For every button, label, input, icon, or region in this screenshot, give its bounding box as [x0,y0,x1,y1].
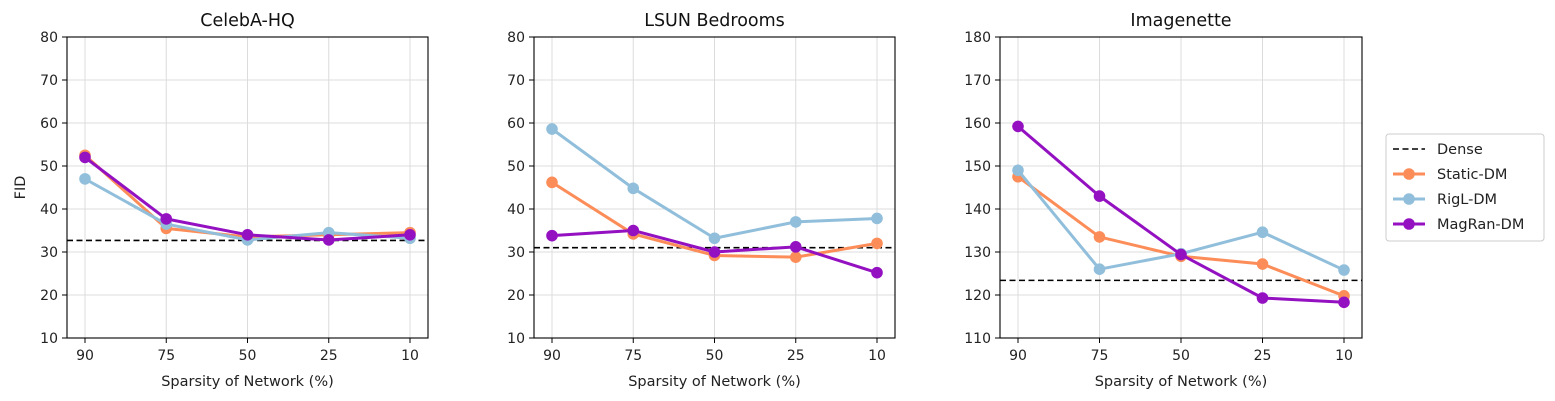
data-point-static-dm [546,176,558,189]
y-axis-label: FID [13,176,29,200]
x-tick-label: 75 [157,348,175,364]
x-tick-label: 75 [624,348,642,364]
data-point-rigl-dm [79,173,91,185]
y-tick-label: 50 [507,159,525,175]
data-point-rigl-dm [871,212,883,225]
y-tick-label: 60 [507,116,525,132]
y-tick-label: 70 [507,73,525,89]
data-point-magran-dm [322,234,335,246]
y-tick-label: 30 [40,245,58,261]
legend: Dense Static-DM RigL-DM MagRan-DM [1385,133,1545,242]
x-tick-label: 10 [1335,348,1353,364]
x-tick-label: 90 [76,348,94,364]
data-point-magran-dm [1256,292,1269,304]
data-point-magran-dm [404,229,416,241]
data-point-rigl-dm [1012,164,1024,177]
x-tick-label: 90 [1009,348,1027,364]
data-point-rigl-dm [789,216,802,228]
y-tick-label: 20 [40,288,58,304]
data-point-rigl-dm [546,123,558,135]
y-tick-label: 80 [507,30,525,46]
data-point-static-dm [1256,258,1269,270]
y-tick-label: 170 [964,73,991,89]
data-point-rigl-dm [708,232,721,245]
data-point-magran-dm [871,266,883,279]
y-tick-label: 140 [964,202,991,218]
x-axis-label: Sparsity of Network (%) [1095,374,1268,390]
x-tick-label: 10 [401,348,419,364]
y-tick-label: 10 [40,331,58,347]
panel-celeba-hq: 90 75 50 25 10 10 20 30 40 50 60 70 80 CelebA-HQ Spars… [13,11,429,390]
y-tick-label: 40 [507,202,525,218]
panel-title: LSUN Bedrooms [644,11,785,31]
legend-marker-rigl-dm [1403,193,1415,205]
data-point-magran-dm [160,213,173,225]
y-tick-label: 150 [964,159,991,175]
panel-title: Imagenette [1130,11,1231,31]
y-tick-label: 70 [40,73,58,89]
x-tick-label: 10 [868,348,886,364]
data-point-rigl-dm [1256,226,1269,239]
y-tick-label: 180 [964,30,991,46]
legend-label-dense: Dense [1437,142,1483,158]
data-point-magran-dm [1093,190,1106,202]
y-tick-label: 80 [40,30,58,46]
y-tick-label: 50 [40,159,58,175]
y-tick-label: 10 [507,331,525,347]
panel-lsun-bedrooms: 90 75 50 25 10 10 20 30 40 50 60 70 80 LSUN Bedrooms S… [507,11,896,390]
legend-label-rigl-dm: RigL-DM [1437,192,1497,208]
data-point-magran-dm [1338,296,1350,309]
x-tick-label: 25 [787,348,805,364]
y-tick-label: 30 [507,245,525,261]
data-point-rigl-dm [1093,263,1106,276]
x-tick-label: 25 [320,348,338,364]
data-point-static-dm [789,251,802,263]
x-tick-label: 50 [706,348,724,364]
y-tick-label: 110 [964,331,991,347]
x-tick-label: 50 [239,348,257,364]
data-point-magran-dm [546,229,558,242]
data-point-magran-dm [79,151,91,164]
data-point-magran-dm [241,229,254,241]
data-point-static-dm [1093,231,1106,243]
x-axis-label: Sparsity of Network (%) [628,374,801,390]
legend-box [1385,133,1545,242]
data-point-rigl-dm [1338,264,1350,276]
panel-imagenette: 90 75 50 25 10 110 120 130 140 150 160 170 180 Imagen… [964,11,1363,390]
y-tick-label: 130 [964,245,991,261]
y-tick-label: 60 [40,116,58,132]
data-point-magran-dm [1012,120,1024,133]
x-tick-label: 75 [1091,348,1109,364]
legend-marker-magran-dm [1403,218,1415,230]
legend-label-static-dm: Static-DM [1437,167,1507,183]
y-tick-label: 20 [507,288,525,304]
panel-title: CelebA-HQ [200,11,295,31]
legend-label-magran-dm: MagRan-DM [1437,217,1524,233]
x-tick-label: 90 [543,348,561,364]
data-point-magran-dm [708,246,721,258]
data-point-static-dm [871,237,883,250]
y-tick-label: 160 [964,116,991,132]
data-point-magran-dm [627,224,640,237]
data-point-magran-dm [1175,248,1187,261]
y-tick-label: 40 [40,202,58,218]
legend-marker-static-dm [1403,168,1415,180]
data-point-magran-dm [789,241,802,253]
x-tick-label: 50 [1172,348,1190,364]
x-tick-label: 25 [1254,348,1272,364]
y-tick-label: 120 [964,288,991,304]
data-point-rigl-dm [627,182,640,195]
x-axis-label: Sparsity of Network (%) [161,374,334,390]
